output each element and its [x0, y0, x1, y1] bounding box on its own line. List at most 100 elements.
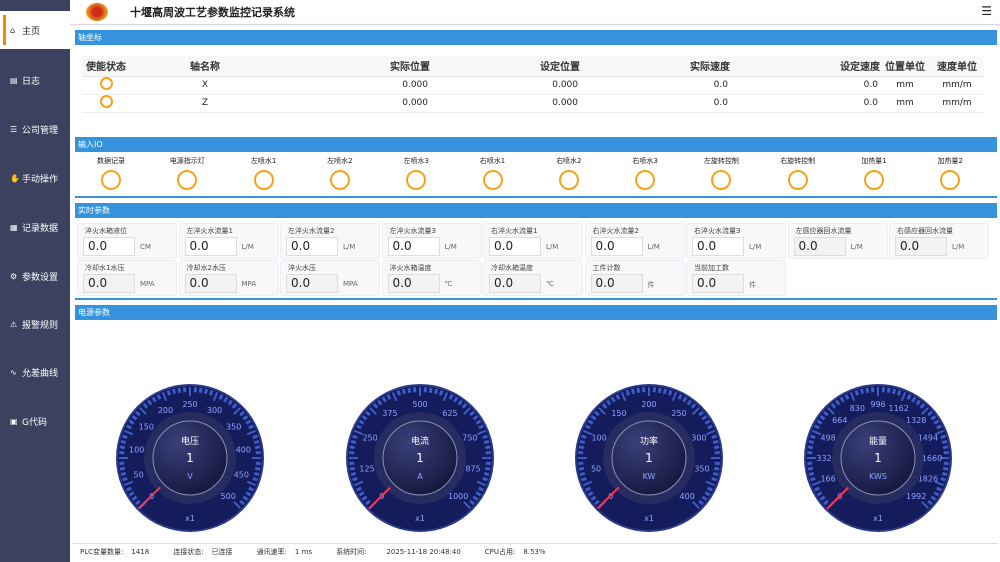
- gauge-tick: [807, 445, 814, 450]
- gauge-tick-label: 350: [694, 465, 709, 474]
- gauge-tick: [484, 445, 491, 450]
- status-bar: PLC变量数量: 1418 连接状态: 已连接 通讯速率: 1 ms 系统时间: 202…: [72, 543, 998, 560]
- gauge-tick: [252, 434, 258, 440]
- gauge-tick: [463, 407, 471, 415]
- gauge-tick: [407, 387, 412, 394]
- gauge-tick: [921, 501, 929, 509]
- hamburger-icon[interactable]: ☰: [981, 4, 992, 18]
- gauge-tick: [930, 415, 937, 421]
- gauge-tick-label: 664: [832, 416, 847, 425]
- sidebar-item-label: 手动操作: [22, 174, 59, 185]
- settings-icon: ⚙: [10, 271, 18, 281]
- gauge-tick: [677, 394, 683, 400]
- gauge-label: 能量: [869, 435, 887, 447]
- gauge-tick-label: 250: [362, 433, 377, 442]
- cpu-label: CPU占用:: [484, 548, 516, 556]
- param-unit: L/M: [343, 243, 356, 251]
- param-unit: MPA: [343, 280, 358, 288]
- gauge-tick: [242, 495, 249, 501]
- sidebar-item-company[interactable]: ☰ 公司管理: [0, 114, 70, 144]
- sidebar-item-gcode[interactable]: ▣ G代码: [0, 406, 70, 436]
- gauge-tick: [131, 415, 138, 421]
- gauge-tick: [585, 486, 591, 492]
- column-header: 轴名称: [130, 56, 280, 77]
- gauge-tick: [350, 439, 357, 445]
- gauge-tick: [198, 387, 203, 394]
- sidebar-item-alarm[interactable]: ⚠ 报警规则: [0, 309, 70, 339]
- axis-table: 使能状态 轴名称 实际位置 设定位置 实际速度 设定速度 位置单位 速度单位 X 0.000 0.…: [82, 56, 984, 113]
- gauge-tick: [701, 495, 708, 501]
- table-cell: 0.000: [280, 76, 430, 95]
- gauge-0: 050100150200250300350400450500电压1Vx1: [116, 384, 264, 532]
- gauge-tick: [365, 499, 371, 506]
- gauge-tick: [900, 392, 907, 402]
- param-value: 0.0: [83, 237, 135, 256]
- sidebar-item-label: 报警规则: [22, 320, 59, 331]
- column-header: 实际位置: [280, 56, 430, 77]
- gauge-tick: [381, 396, 387, 403]
- io-status-icon: [482, 170, 503, 190]
- gauge-tick: [919, 403, 926, 409]
- gauge-tick: [594, 410, 600, 417]
- gauge-tick: [248, 424, 254, 430]
- table-cell: 0.0: [580, 76, 730, 95]
- cpu-value: 8.53%: [523, 548, 546, 556]
- sidebar-item-log[interactable]: ▤ 日志: [0, 65, 70, 95]
- gauge-label: 电流: [411, 435, 429, 447]
- gauge-tick: [358, 419, 365, 425]
- table-row: X 0.000 0.000 0.0 0.0 mm mm/m: [82, 76, 984, 95]
- gauge-tick: [354, 480, 364, 487]
- gauge-tick-label: 125: [359, 465, 374, 474]
- manual-icon: ✋: [10, 173, 20, 183]
- gauge-tick: [814, 486, 820, 492]
- table-cell: 0.000: [430, 76, 580, 95]
- sidebar-item-home[interactable]: ⌂ 主页: [0, 11, 70, 49]
- io-status-icon: [940, 170, 961, 190]
- param-unit: MPA: [140, 280, 155, 288]
- gauge-tick: [476, 480, 486, 487]
- io-indicator: 左喷水3: [386, 156, 446, 193]
- sidebar: ⌂ 主页 ▤ 日志 ☰ 公司管理 ✋ 手动操作 ▦ 记录数据 ⚙ 参数设置 ⚠ 报警规则 ∿ 允差曲线 ▣ G代码: [0, 0, 70, 562]
- gauge-tick: [448, 394, 454, 400]
- gauge-needle: [596, 486, 620, 510]
- table-cell: Z: [130, 94, 280, 113]
- gauge-unit: KWS: [869, 472, 887, 481]
- gauge-tick: [812, 429, 822, 436]
- gauge-tick: [350, 471, 357, 477]
- gauge-tick-label: 875: [465, 465, 480, 474]
- gauge-tick: [941, 439, 948, 445]
- gauge-tick: [810, 476, 816, 482]
- param-unit: L/M: [647, 243, 660, 251]
- io-indicator: 右喷水2: [539, 156, 599, 193]
- io-label: 左旋转控制: [703, 157, 739, 165]
- curve-icon: ∿: [10, 367, 17, 377]
- table-cell: 0.0: [730, 76, 880, 95]
- param-unit: L/M: [850, 243, 863, 251]
- param-unit: 件: [647, 281, 655, 289]
- gauge-tick: [482, 476, 488, 482]
- param-label: 冷却水2水压: [186, 264, 226, 272]
- sidebar-item-record[interactable]: ▦ 记录数据: [0, 212, 70, 242]
- gauge-value: 1: [416, 451, 424, 465]
- param-card: 右淬火水流量1 0.0 L/M: [483, 223, 583, 259]
- table-cell: 0.0: [730, 94, 880, 113]
- sidebar-item-settings[interactable]: ⚙ 参数设置: [0, 261, 70, 291]
- param-card: 冷却水2水压 0.0 MPA: [178, 260, 279, 296]
- gauge-tick-label: 300: [691, 433, 706, 442]
- gauge-multiplier: x1: [415, 514, 425, 523]
- time-value: 2025-11-18 20:48:40: [386, 548, 461, 556]
- sidebar-item-curve[interactable]: ∿ 允差曲线: [0, 357, 70, 387]
- gauge-value: 1: [645, 451, 653, 465]
- gauge-tick: [139, 407, 147, 415]
- gauge-tick: [698, 410, 704, 417]
- gauge-tick: [682, 396, 688, 403]
- sidebar-item-manual[interactable]: ✋ 手动操作: [0, 163, 70, 193]
- gauge-tick: [369, 407, 377, 415]
- gauge-tick: [156, 394, 162, 400]
- gauge-tick: [835, 399, 841, 406]
- gauge-tick: [233, 407, 241, 415]
- gauge-value: 1: [874, 451, 882, 465]
- gauge-tick: [865, 387, 870, 394]
- sidebar-item-label: 参数设置: [22, 272, 59, 283]
- gauge-tick-label: 400: [680, 492, 695, 501]
